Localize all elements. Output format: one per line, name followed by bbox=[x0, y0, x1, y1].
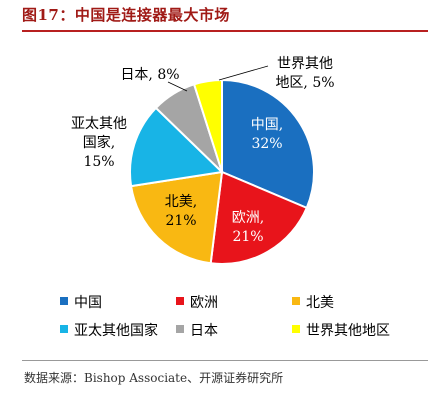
data-label-1-line-0: 欧洲, bbox=[232, 210, 264, 226]
legend-label-0: 中国 bbox=[74, 295, 102, 311]
legend-swatch-3 bbox=[60, 325, 68, 333]
legend-label-5: 世界其他地区 bbox=[306, 323, 390, 339]
title-divider bbox=[22, 30, 428, 32]
legend-label-4: 日本 bbox=[190, 323, 218, 339]
slice-2 bbox=[129, 170, 224, 265]
legend-swatch-2 bbox=[292, 297, 300, 305]
legend-swatch-0 bbox=[60, 297, 68, 305]
slice-3 bbox=[129, 106, 225, 188]
data-label-5-line-1: 地区, 5% bbox=[275, 75, 334, 91]
data-label-3-line-0: 亚太其他 bbox=[71, 116, 127, 132]
legend-swatch-5 bbox=[292, 325, 300, 333]
source-note: 数据来源：Bishop Associate、开源证券研究所 bbox=[24, 371, 284, 385]
data-label-3-line-1: 国家, bbox=[83, 134, 115, 151]
figure-title: 图17：中国是连接器最大市场 bbox=[22, 6, 230, 24]
data-label-0-line-0: 中国, bbox=[251, 117, 283, 133]
slice-0 bbox=[221, 78, 315, 210]
legend-label-2: 北美 bbox=[306, 295, 334, 311]
legend-label-3: 亚太其他国家 bbox=[74, 322, 158, 339]
data-label-1-line-1: 21% bbox=[232, 229, 263, 245]
data-label-3-line-2: 15% bbox=[83, 154, 114, 170]
legend-swatch-4 bbox=[176, 325, 184, 333]
data-label-0-line-1: 32% bbox=[251, 136, 282, 152]
data-label-2-line-1: 21% bbox=[165, 213, 196, 229]
slice-1 bbox=[209, 170, 309, 265]
legend-label-1: 欧洲 bbox=[190, 295, 218, 311]
source-divider bbox=[22, 360, 428, 361]
data-label-4-line-0: 日本, 8% bbox=[120, 67, 179, 83]
data-label-2-line-0: 北美, bbox=[165, 194, 197, 210]
slice-5 bbox=[192, 78, 223, 173]
data-label-5-line-0: 世界其他 bbox=[277, 56, 333, 72]
legend-swatch-1 bbox=[176, 297, 184, 305]
leader-line-4 bbox=[167, 81, 188, 92]
leader-line-5 bbox=[218, 65, 269, 81]
